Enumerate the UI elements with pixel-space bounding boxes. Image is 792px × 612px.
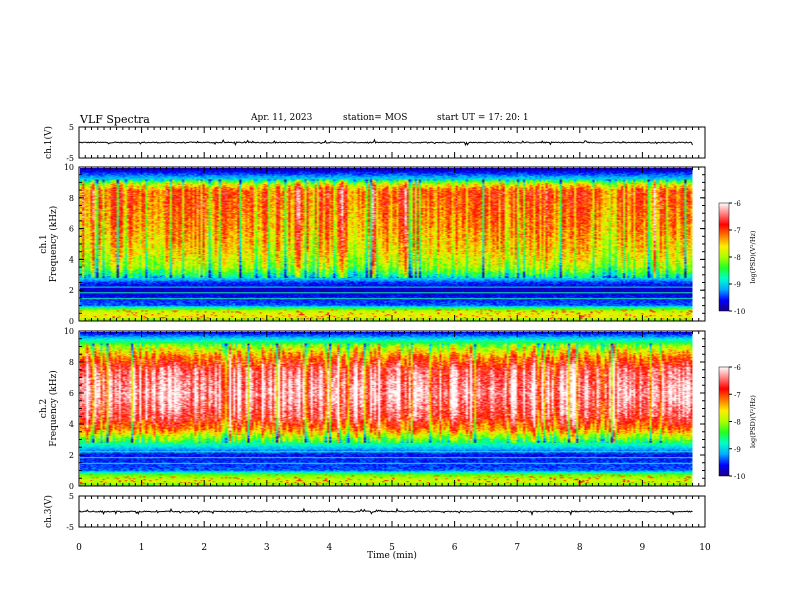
y-tick-label: 4: [69, 420, 74, 429]
y-axis-label-line: ch.3(V): [43, 495, 54, 528]
spectrogram-image-1: [80, 168, 693, 321]
axis-ticks: [78, 126, 706, 528]
y-tick-label: 8: [69, 358, 74, 367]
colorbar-tick-label: -10: [734, 473, 745, 481]
colorbar-tick-label: -7: [734, 391, 741, 399]
y-tick-label: 6: [69, 389, 74, 398]
waveform-trace-3: [78, 507, 693, 517]
x-tick-label: 10: [699, 543, 711, 553]
y-tick-label: 5: [69, 492, 74, 501]
y-axis-label-3: ch.3(V): [43, 495, 54, 528]
colorbar-tick-label: -9: [734, 281, 741, 289]
x-tick-label: 6: [452, 543, 458, 553]
y-axis-label-0: ch.1(V): [43, 126, 54, 159]
date-label: Apr. 11, 2023: [251, 113, 313, 123]
y-axis-label-1: ch.1Frequency (kHz): [39, 206, 59, 283]
colorbars: -6 -7 -8 -9 -10 log(PSD)(V²/Hz) -6 -7 -8 -9 -10 log…: [718, 200, 757, 481]
colorbar-label-1: log(PSD)(V²/Hz): [749, 230, 757, 283]
x-tick-label: 9: [640, 543, 646, 553]
waveform-traces: [78, 138, 693, 517]
y-tick-label: 8: [69, 194, 74, 203]
x-tick-label: 8: [577, 543, 583, 553]
y-tick-label: 10: [64, 163, 74, 172]
spectrogram-image-2: [80, 332, 693, 486]
y-tick-label: -5: [66, 523, 74, 532]
x-tick-label: 4: [327, 543, 333, 553]
y-axis-label-line: ch.1: [39, 234, 49, 253]
colorbar-tick-label: -6: [734, 200, 741, 208]
colorbar-label-2: log(PSD)(V²/Hz): [749, 395, 757, 448]
colorbar-tick-label: -6: [734, 364, 741, 372]
x-tick-label: 2: [201, 543, 207, 553]
station-label: station= MOS: [343, 113, 408, 123]
colorbar-1: [718, 202, 730, 312]
x-tick-label: 5: [389, 543, 395, 553]
colorbar-tick-label: -7: [734, 227, 741, 235]
y-tick-label: 10: [64, 327, 74, 336]
colorbar-tick-label: -8: [734, 419, 741, 427]
y-tick-label: 2: [69, 451, 74, 460]
y-axis-label-line: ch.1(V): [43, 126, 54, 159]
x-tick-label: 3: [264, 543, 270, 553]
spectrogram-images: [80, 168, 693, 486]
colorbar-tick-label: -10: [734, 308, 745, 316]
y-tick-label: 0: [69, 482, 74, 491]
y-axis-label-line: ch.2: [39, 399, 49, 418]
y-tick-label: -5: [66, 154, 74, 163]
y-tick-label: 6: [69, 225, 74, 234]
y-axis-label-line: Frequency (kHz): [48, 206, 59, 283]
start-time-label: start UT = 17: 20: 1: [437, 113, 529, 123]
y-axis-label-2: ch.2Frequency (kHz): [39, 370, 59, 447]
colorbar-tick-label: -8: [734, 254, 741, 262]
x-tick-label: 1: [139, 543, 145, 553]
y-tick-label: 2: [69, 286, 74, 295]
x-tick-label: 0: [76, 543, 82, 553]
colorbar-tick-label: -9: [734, 446, 741, 454]
chart-title: VLF Spectra: [80, 113, 150, 126]
x-axis-label: Time (min): [367, 550, 417, 561]
y-axis-label-line: Frequency (kHz): [48, 370, 59, 447]
x-tick-label: 7: [514, 543, 520, 553]
colorbar-2: [718, 366, 730, 477]
waveform-trace-0: [78, 138, 693, 147]
y-tick-label: 4: [69, 255, 74, 264]
y-tick-label: 0: [69, 317, 74, 326]
y-tick-label: 5: [69, 123, 74, 132]
